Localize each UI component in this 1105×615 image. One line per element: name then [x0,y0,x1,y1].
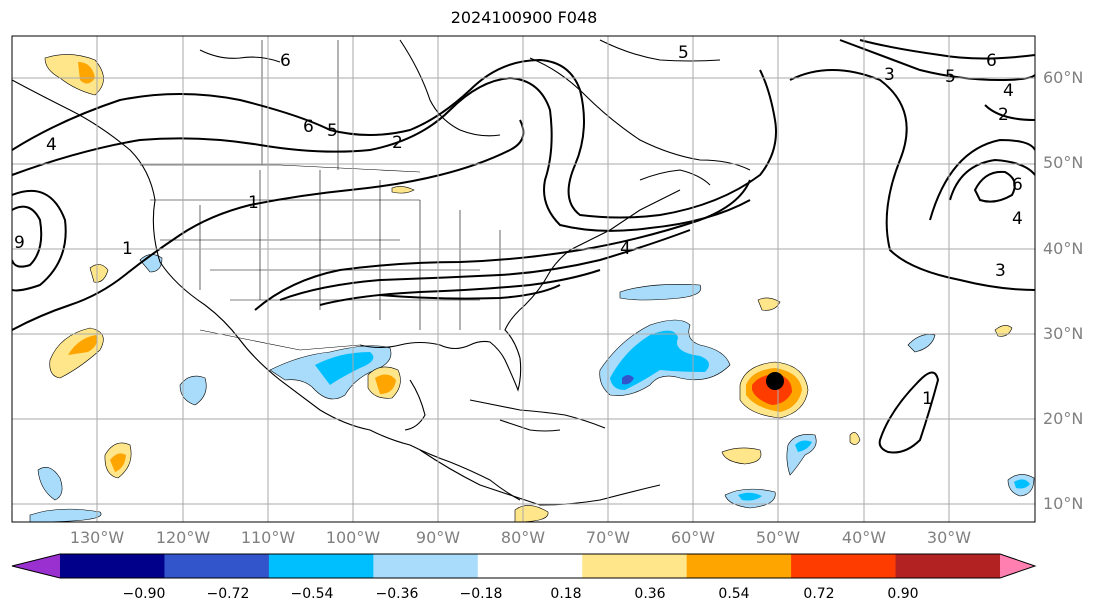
contour-label: 2 [998,105,1009,125]
colorbar-segment [791,554,897,578]
colorbar-extend-high [1000,554,1035,578]
colorbar-tick-label: 0.90 [887,586,919,602]
lat-label: 50°N [1043,153,1084,172]
warm-anomaly [68,335,97,355]
colorbar-tick-label: −0.54 [290,586,334,602]
colorbar-tick-label: −0.90 [122,586,166,602]
warm-anomaly [44,54,104,96]
contour-label: 4 [1012,209,1023,229]
contour-label: 5 [678,43,689,63]
contour-label: 5 [945,67,956,87]
lon-label: 90°W [415,528,461,547]
cold-anomaly [795,440,812,452]
lon-label: 110°W [240,528,296,547]
lon-label: 120°W [155,528,211,547]
contour-label: 6 [303,117,314,137]
cold-anomaly [738,492,762,501]
lat-label: 40°N [1043,239,1084,258]
lat-label: 20°N [1043,409,1084,428]
cold-anomaly [619,284,702,301]
cold-anomaly [622,375,634,385]
lon-label: 60°W [670,528,716,547]
warm-anomaly [391,186,415,194]
lon-label: 130°W [69,528,125,547]
cold-anomaly [179,375,207,406]
colorbar-segment [268,554,374,578]
warm-anomaly [89,264,109,283]
lat-label: 30°N [1043,324,1084,343]
contour-label: 4 [1003,81,1014,101]
lon-label: 100°W [325,528,381,547]
contour-label: 6 [986,51,997,71]
warm-anomaly [110,453,126,472]
warm-anomaly [757,297,781,311]
contour-label: 9 [14,233,25,253]
graticule [12,36,1035,522]
lon-label: 40°W [841,528,887,547]
colorbar-tick-label: 0.18 [550,586,582,602]
contour-label: 5 [327,121,338,141]
colorbar-segment [164,554,270,578]
cold-anomaly [37,467,63,501]
contour-label: 6 [280,51,291,71]
contour-label: 1 [122,239,133,259]
colorbar-segment [373,554,479,578]
warm-anomaly [721,447,762,465]
lat-label: 60°N [1043,68,1084,87]
contour-label: 1 [922,389,933,409]
lat-label: 10°N [1043,494,1084,513]
warm-anomaly [849,432,861,445]
cold-anomaly [907,334,936,353]
colorbar-segment [60,554,165,578]
colorbar-tick-label: 0.72 [803,586,835,602]
cold-anomaly [1014,479,1030,489]
contour-label: 6 [1012,175,1023,195]
lon-label: 30°W [926,528,972,547]
cold-anomaly [315,352,374,385]
contour-label: 4 [46,135,57,155]
lon-label: 80°W [500,528,546,547]
colorbar-tick-label: 0.36 [634,586,666,602]
colorbar-segment [686,554,792,578]
shaded-anomalies [29,54,1035,522]
storm-center-marker [766,372,784,390]
contour-label: 1 [248,193,259,213]
map-frame [11,35,1036,523]
cold-anomaly [610,330,709,390]
lon-label: 70°W [585,528,631,547]
colorbar-tick-label: 0.54 [718,586,750,602]
colorbar-tick-label: −0.18 [459,586,503,602]
map-title: 2024100900 F048 [450,8,598,27]
colorbar-tick-label: −0.36 [375,586,419,602]
warm-anomaly [375,374,396,394]
contour-label: 4 [620,239,631,259]
colorbar-tick-label: −0.72 [206,586,250,602]
colorbar-segment [582,554,688,578]
lon-label: 50°W [755,528,801,547]
colorbar-segment [477,554,583,578]
colorbar-segment [895,554,1001,578]
colorbar-extend-low [12,554,60,578]
contour-label: 3 [884,65,895,85]
contour-lines [12,39,1035,454]
contour-label: 3 [995,261,1006,281]
contour-label: 2 [392,133,403,153]
